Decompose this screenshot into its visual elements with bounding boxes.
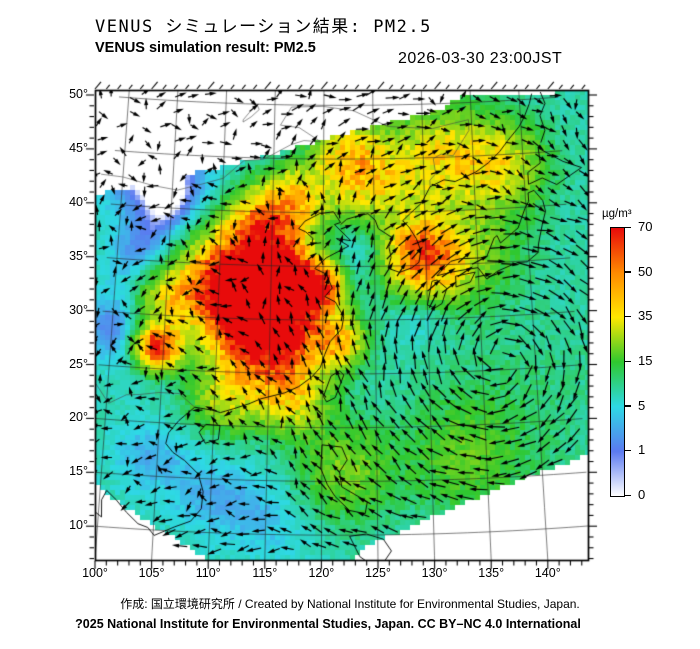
x-axis-tick-label: 140° xyxy=(534,566,561,580)
colorbar-tick xyxy=(624,271,631,273)
colorbar-tick xyxy=(624,405,631,407)
colorbar-tick xyxy=(624,494,631,497)
colorbar-tick xyxy=(624,315,631,318)
colorbar-units-label: µg/m³ xyxy=(602,208,632,220)
x-axis-tick-label: 125° xyxy=(365,566,391,580)
footer-credit-line: 作成: 国立環境研究所 / Created by National Instit… xyxy=(120,597,580,611)
y-axis-tick-label: 15° xyxy=(69,464,88,479)
colorbar-tick xyxy=(624,449,631,452)
x-axis-tick-label: 110° xyxy=(195,566,221,580)
colorbar-tick-label: 0 xyxy=(638,487,646,503)
colorbar-tick-label: 5 xyxy=(638,397,646,413)
colorbar-gradient xyxy=(610,227,625,497)
y-axis-tick-label: 30° xyxy=(69,302,88,317)
colorbar: µg/m³ 70 50 35 15 5 1 0 xyxy=(600,208,700,518)
colorbar-tick-label: 35 xyxy=(638,308,653,324)
x-axis-tick-label: 115° xyxy=(252,566,278,580)
y-axis-tick-label: 40° xyxy=(69,194,88,209)
x-axis-tick-label: 105° xyxy=(138,566,165,580)
y-axis-tick-label: 25° xyxy=(69,356,88,371)
y-axis-tick-label: 50° xyxy=(69,87,88,101)
y-axis-tick-label: 45° xyxy=(69,140,88,155)
x-axis-tick-label: 100° xyxy=(82,566,108,580)
x-axis-tick-label: 120° xyxy=(308,566,335,580)
colorbar-tick xyxy=(624,226,631,228)
y-axis-tick-label: 20° xyxy=(69,410,88,425)
colorbar-tick xyxy=(624,360,631,362)
y-axis-tick-label: 35° xyxy=(69,248,88,263)
y-axis-tick-label: 10° xyxy=(69,518,88,533)
x-axis-tick-label: 130° xyxy=(421,566,448,580)
colorbar-tick-label: 1 xyxy=(638,442,646,458)
colorbar-tick-label: 50 xyxy=(638,263,653,279)
colorbar-tick-label: 70 xyxy=(638,219,653,234)
footer-copyright-line: ?025 National Institute for Environmenta… xyxy=(75,617,581,631)
colorbar-tick-label: 15 xyxy=(638,353,653,368)
x-axis-tick-label: 135° xyxy=(478,566,505,580)
